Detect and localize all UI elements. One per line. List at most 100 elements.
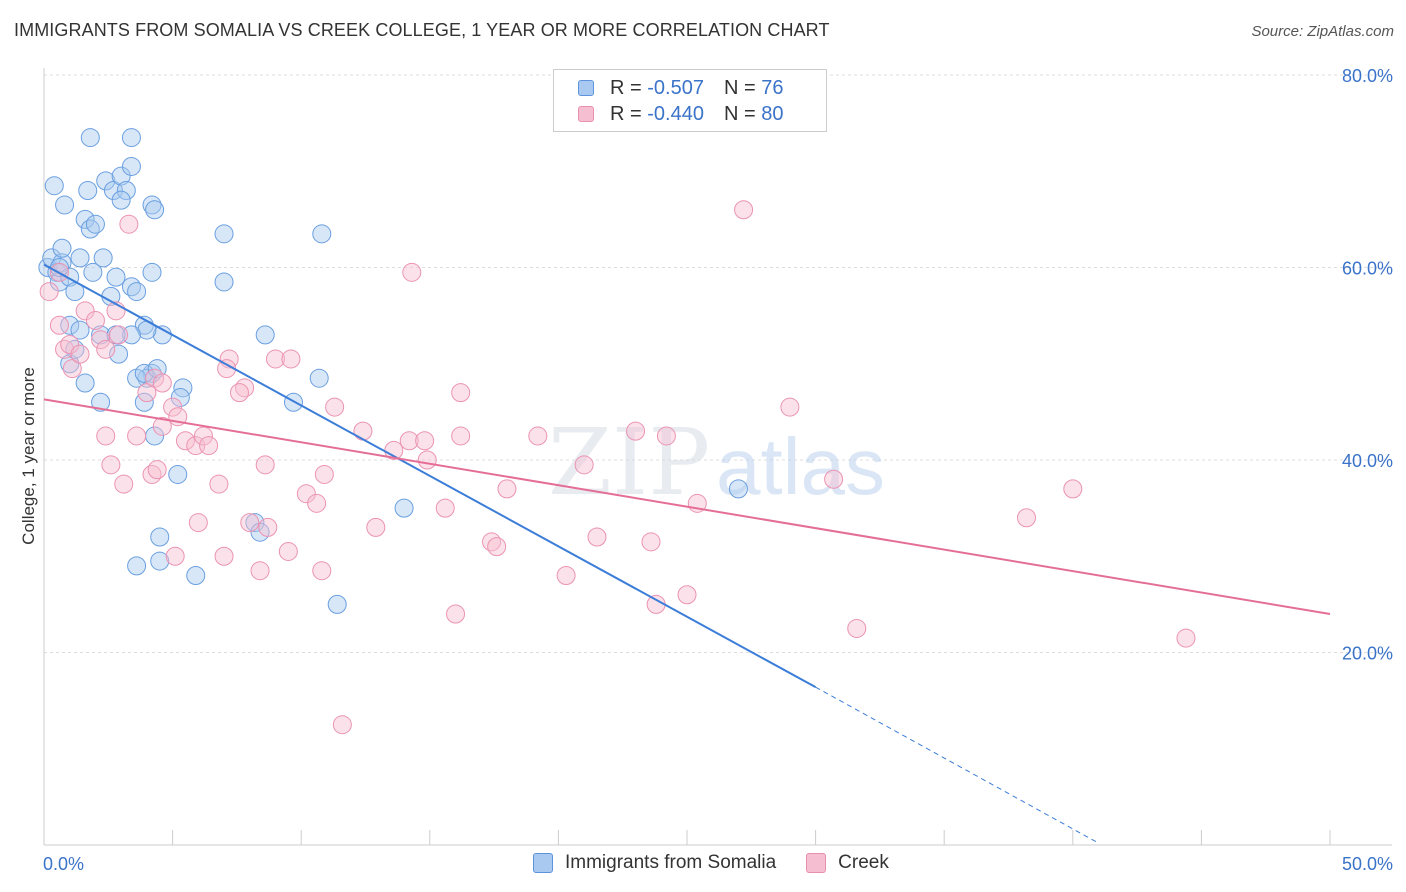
point-creek	[96, 339, 116, 359]
point-creek	[114, 474, 134, 494]
legend-label-somalia: Immigrants from Somalia	[565, 852, 777, 873]
legend-row-creek: R = -0.440 N = 80	[578, 102, 783, 126]
legend-r-value: -0.507	[647, 76, 704, 99]
point-creek	[70, 344, 90, 364]
y-tick-label: 40.0%	[1342, 451, 1393, 471]
point-somalia	[245, 513, 265, 533]
series-legend: Immigrants from Somalia Creek	[533, 852, 919, 874]
point-somalia	[255, 325, 275, 345]
point-creek	[415, 431, 435, 451]
point-creek	[451, 426, 471, 446]
tick-labels: 20.0% 40.0% 60.0% 80.0% 0.0% 50.0%	[43, 66, 1393, 874]
legend-n-label: N =	[723, 76, 762, 99]
point-creek	[487, 537, 507, 557]
point-somalia	[55, 195, 75, 215]
point-creek	[626, 421, 646, 441]
point-creek	[656, 426, 676, 446]
legend-item-creek: Creek	[806, 852, 889, 874]
point-somalia	[168, 464, 188, 484]
trend-lines	[43, 263, 1331, 844]
legend-n-value: 76	[761, 76, 784, 99]
legend-row-somalia: R = -0.507 N = 76	[578, 76, 783, 100]
point-creek	[163, 397, 183, 417]
point-creek	[353, 421, 373, 441]
point-somalia	[111, 166, 131, 186]
point-somalia	[106, 267, 126, 287]
point-somalia	[214, 272, 234, 292]
point-creek	[1063, 479, 1083, 499]
point-creek	[734, 200, 754, 220]
point-somalia	[150, 527, 170, 547]
point-creek	[332, 715, 352, 735]
point-creek	[677, 585, 697, 605]
point-creek	[265, 349, 285, 369]
point-creek	[152, 373, 172, 393]
point-somalia	[85, 214, 105, 234]
point-creek	[314, 464, 334, 484]
point-somalia	[83, 262, 103, 282]
point-creek	[278, 541, 298, 561]
point-creek	[847, 618, 867, 638]
point-somalia	[312, 224, 332, 244]
point-somalia	[186, 566, 206, 585]
point-somalia	[93, 248, 113, 268]
point-somalia	[137, 368, 157, 388]
legend-r-label: R =	[610, 76, 648, 99]
point-creek	[109, 325, 129, 345]
point-somalia	[142, 262, 162, 282]
legend-item-somalia: Immigrants from Somalia	[533, 852, 776, 874]
point-creek	[91, 330, 111, 350]
point-somalia	[127, 556, 147, 576]
legend-swatch-blue	[533, 853, 553, 873]
point-somalia	[78, 181, 98, 200]
point-creek	[574, 455, 594, 475]
point-creek	[451, 383, 471, 403]
point-creek	[147, 460, 167, 480]
point-somalia	[728, 479, 748, 499]
point-creek	[127, 426, 147, 446]
legend-swatch-pink	[806, 853, 827, 873]
source-label: Source: ZipAtlas.com	[1251, 23, 1394, 40]
point-somalia	[44, 176, 64, 196]
point-creek	[39, 282, 59, 302]
point-creek	[250, 561, 270, 581]
point-creek	[325, 397, 345, 417]
point-creek	[402, 262, 422, 282]
trend-extension-somalia	[815, 686, 1099, 844]
legend-swatch-pink	[578, 106, 594, 122]
point-somalia	[309, 368, 329, 388]
point-creek	[307, 493, 327, 513]
point-somalia	[142, 195, 162, 215]
point-creek	[255, 455, 275, 475]
point-somalia	[80, 128, 100, 148]
point-creek	[587, 527, 607, 547]
point-creek	[60, 335, 80, 354]
grid-lines	[44, 74, 1392, 653]
point-creek	[312, 561, 332, 581]
watermark: ZIP atlas	[548, 409, 885, 516]
point-creek	[152, 416, 172, 436]
point-creek	[296, 484, 316, 504]
point-creek	[1176, 628, 1196, 648]
trend-line-somalia	[43, 263, 817, 689]
point-creek	[399, 431, 419, 451]
point-creek	[214, 546, 234, 566]
legend-n-label: N =	[723, 102, 762, 125]
point-somalia	[214, 224, 234, 244]
point-creek	[96, 426, 116, 446]
point-creek	[229, 383, 249, 403]
x-tick-label: 50.0%	[1342, 854, 1393, 874]
point-creek	[199, 436, 219, 456]
axes	[43, 68, 1392, 846]
point-creek	[366, 517, 386, 537]
y-tick-label: 60.0%	[1342, 259, 1393, 279]
point-creek	[101, 455, 121, 475]
point-somalia	[111, 190, 131, 210]
trend-line-creek	[43, 398, 1331, 615]
point-somalia	[75, 373, 95, 393]
x-tick-label: 0.0%	[43, 854, 84, 874]
point-somalia	[91, 392, 111, 412]
point-somalia	[75, 209, 95, 229]
point-creek	[165, 546, 185, 566]
